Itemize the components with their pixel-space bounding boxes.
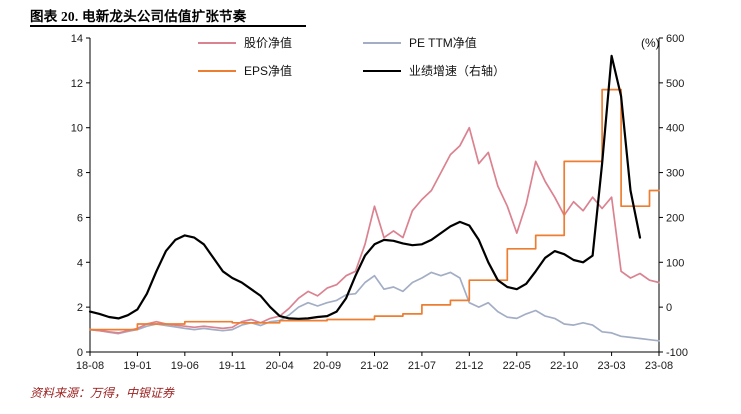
legend-item-growth: 业绩增速（右轴） — [363, 64, 505, 78]
legend-item-price: 股价净值 — [198, 36, 292, 50]
right-tick-label: 300 — [666, 168, 684, 180]
series-line-0 — [89, 126, 660, 334]
right-axis-unit: (%) — [641, 36, 660, 50]
x-tick-label: 23-08 — [645, 360, 673, 372]
x-tick-label: 21-07 — [408, 360, 436, 372]
growth-line-swatch-icon — [363, 69, 401, 73]
price-line-swatch-icon — [198, 42, 236, 44]
pe-line-swatch-icon — [363, 42, 401, 44]
legend-label-growth: 业绩增速（右轴） — [409, 64, 506, 78]
legend-label-price: 股价净值 — [244, 36, 293, 50]
right-tick-label: 100 — [666, 257, 684, 269]
eps-line-swatch-icon — [198, 70, 236, 72]
x-tick-label: 19-11 — [219, 360, 246, 372]
legend-item-pe: PE TTM净值 — [363, 36, 477, 50]
title-underline — [30, 25, 306, 27]
right-tick-label: 400 — [666, 123, 684, 135]
right-tick-label: 0 — [666, 302, 672, 314]
series-line-1 — [89, 271, 660, 342]
left-tick-label: 6 — [77, 212, 83, 224]
series-line-3 — [88, 54, 642, 320]
left-tick-label: 8 — [77, 168, 83, 180]
figure-title: 图表 20. 电新龙头公司估值扩张节奏 — [30, 9, 247, 24]
left-tick-label: 0 — [77, 347, 83, 359]
x-tick-label: 22-05 — [503, 360, 531, 372]
x-tick-label: 23-03 — [598, 360, 626, 372]
left-tick-label: 14 — [71, 33, 83, 45]
x-tick-label: 20-04 — [266, 360, 294, 372]
legend-item-eps: EPS净值 — [198, 64, 292, 78]
x-tick-label: 18-08 — [76, 360, 104, 372]
legend-label-eps: EPS净值 — [244, 64, 293, 78]
x-tick-label: 22-10 — [550, 360, 578, 372]
x-tick-label: 21-12 — [455, 360, 483, 372]
series-line-2 — [89, 88, 660, 331]
right-tick-label: -100 — [666, 347, 688, 359]
left-tick-label: 12 — [71, 78, 83, 90]
source-note: 资料来源：万得，中银证券 — [30, 386, 175, 400]
right-tick-label: 600 — [666, 33, 684, 45]
left-tick-label: 2 — [77, 302, 83, 314]
right-tick-label: 200 — [666, 212, 684, 224]
left-tick-label: 10 — [71, 123, 83, 135]
x-tick-label: 19-06 — [171, 360, 199, 372]
x-tick-label: 21-02 — [360, 360, 388, 372]
legend-label-pe: PE TTM净值 — [409, 36, 477, 50]
x-tick-label: 19-01 — [123, 360, 151, 372]
left-tick-label: 4 — [77, 257, 83, 269]
right-tick-label: 500 — [666, 78, 684, 90]
x-tick-label: 20-09 — [313, 360, 341, 372]
